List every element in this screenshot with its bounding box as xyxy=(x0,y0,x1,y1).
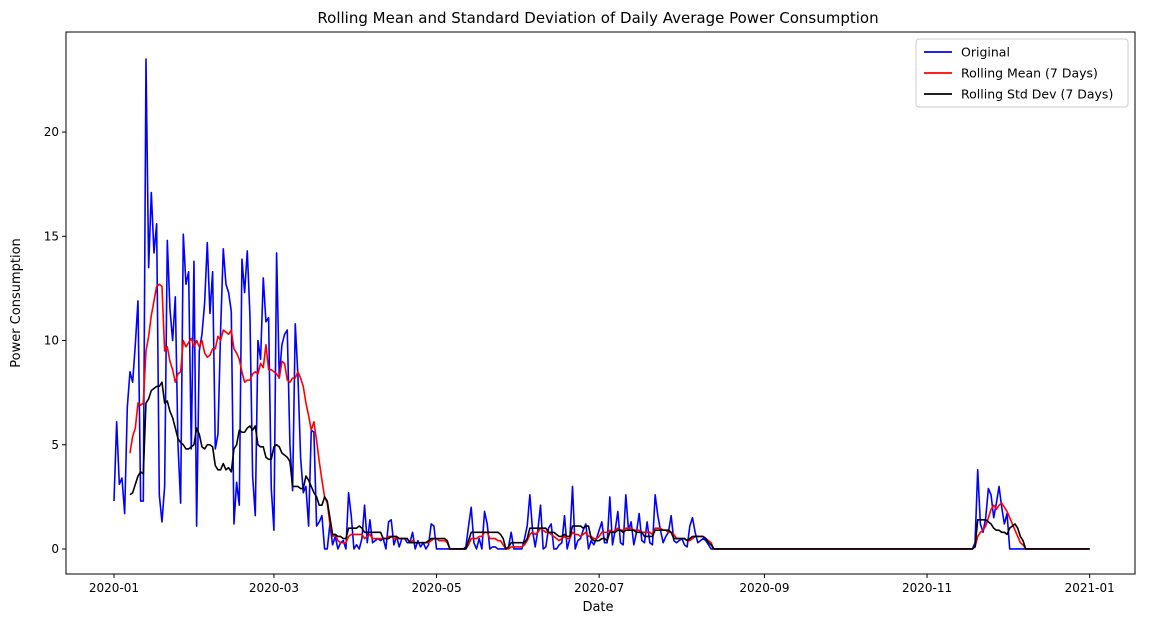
y-tick-label: 5 xyxy=(51,438,59,452)
series-lines xyxy=(113,58,1090,550)
legend-label: Original xyxy=(961,45,1010,60)
legend: Original Rolling Mean (7 Days) Rolling Std… xyxy=(915,38,1129,108)
chart-title: Rolling Mean and Standard Deviation of D… xyxy=(317,9,878,27)
x-tick-label: 2020-07 xyxy=(574,581,624,595)
x-tick-label: 2020-05 xyxy=(411,581,461,595)
legend-label: Rolling Std Dev (7 Days) xyxy=(961,87,1113,102)
y-tick-label: 15 xyxy=(44,229,59,243)
x-tick-label: 2020-03 xyxy=(249,581,299,595)
legend-label: Rolling Mean (7 Days) xyxy=(961,66,1098,81)
y-tick-label: 0 xyxy=(51,542,59,556)
series-line-original xyxy=(113,58,1090,550)
x-axis-title: Date xyxy=(582,600,613,615)
y-axis-title: Power Consumption xyxy=(9,238,24,368)
plot-area xyxy=(66,32,1135,574)
x-tick-label: 2021-01 xyxy=(1065,581,1115,595)
x-tick-label: 2020-11 xyxy=(902,581,952,595)
x-tick-label: 2020-09 xyxy=(739,581,789,595)
y-tick-label: 10 xyxy=(44,334,59,348)
series-line-rolling-std xyxy=(129,381,1090,550)
x-axis: 2020-01 2020-03 2020-05 2020-07 2020-09 2020-… xyxy=(89,574,1115,595)
y-axis: 0 5 10 15 20 xyxy=(44,125,66,556)
y-tick-label: 20 xyxy=(44,125,59,139)
legend-box xyxy=(915,38,1129,108)
plot-border xyxy=(65,31,1136,575)
x-tick-label: 2020-01 xyxy=(89,581,139,595)
